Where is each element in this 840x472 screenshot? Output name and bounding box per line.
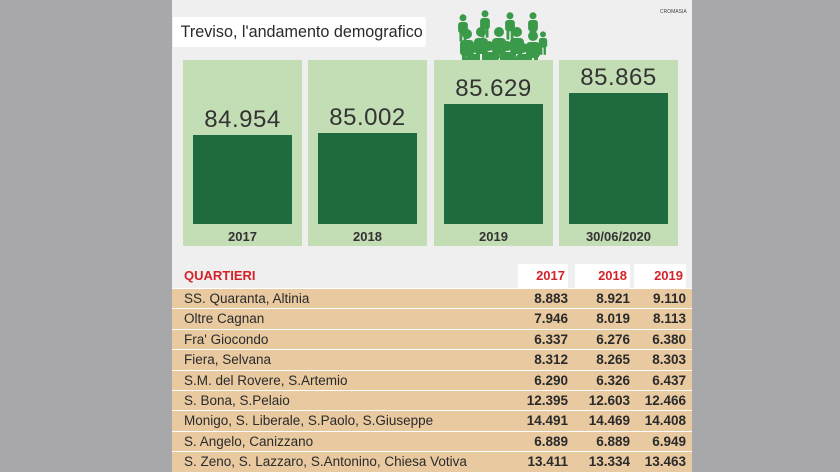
population-value: 13.463 [644,454,686,470]
district-name: Oltre Cagnan [184,311,265,327]
population-value: 9.110 [652,291,686,306]
population-value: 8.303 [652,352,686,368]
district-name: Monigo, S. Liberale, S.Paolo, S.Giuseppe [184,413,434,429]
bar [193,135,292,224]
district-name: S. Angelo, Canizzano [184,433,314,449]
population-value: 14.469 [588,413,630,429]
header-year: 2017 [518,264,568,288]
table-row: S. Bona, S.Pelaio 12.395 12.603 12.466 [172,389,692,411]
bar-category-label: 2018 [353,229,382,244]
population-value: 8.883 [534,291,568,306]
population-value: 8.921 [596,291,630,306]
district-name: S. Bona, S.Pelaio [184,392,290,408]
population-value: 13.411 [527,454,568,470]
population-value: 12.466 [644,392,686,408]
header-quartieri: QUARTIERI [184,268,256,283]
population-value: 13.334 [588,454,630,470]
district-name: Fra' Giocondo [184,331,269,347]
population-value: 8.265 [596,352,630,368]
bar-category-label: 2017 [228,229,257,244]
district-name: SS. Quaranta, Altinia [184,291,310,306]
bar [569,93,668,224]
districts-table: QUARTIERI 2017 2018 2019 SS. Quaranta, A… [172,262,692,472]
population-value: 8.113 [652,311,686,327]
population-value: 8.312 [534,352,568,368]
district-name: S. Zeno, S. Lazzaro, S.Antonino, Chiesa … [184,454,467,470]
population-value: 6.337 [534,331,568,347]
bar-category-label: 30/06/2020 [585,229,652,244]
population-value: 8.019 [596,311,630,327]
population-value: 6.949 [652,433,686,449]
population-value: 14.491 [526,413,568,429]
table-row: Monigo, S. Liberale, S.Paolo, S.Giuseppe… [172,410,692,431]
table-row: Fiera, Selvana 8.312 8.265 8.303 [172,349,692,370]
bar-category-label: 2019 [479,229,508,244]
district-name: Fiera, Selvana [184,352,272,368]
table-row: SS. Quaranta, Altinia 8.883 8.921 9.110 [172,288,692,309]
chart-title: Treviso, l'andamento demografico [173,17,426,47]
bar-value-label: 85.002 [329,103,406,131]
population-value: 6.290 [534,372,568,388]
bar [318,132,417,224]
header-year: 2018 [575,264,630,288]
bar-column: 85.002 2018 [308,60,427,246]
population-value: 6.889 [534,433,568,449]
population-value: 6.326 [596,372,630,388]
table-row: S. Angelo, Canizzano 6.889 6.889 6.949 [172,430,692,452]
table-row: Fra' Giocondo 6.337 6.276 6.380 [172,328,692,350]
table-row: Oltre Cagnan 7.946 8.019 8.113 [172,308,692,329]
bar-column: 85.629 2019 [434,60,553,246]
population-value: 6.889 [596,433,630,449]
bar-value-label: 84.954 [204,106,281,133]
table-header: QUARTIERI 2017 2018 2019 [172,262,692,288]
bar-value-label: 85.629 [455,74,532,102]
population-value: 12.603 [588,392,630,408]
population-value: 6.437 [652,372,686,388]
table-row: S. Zeno, S. Lazzaro, S.Antonino, Chiesa … [172,451,692,472]
population-value: 6.380 [652,331,686,347]
population-value: 6.276 [596,331,630,347]
header-year: 2019 [634,264,686,288]
bar [444,103,543,224]
bar-value-label: 85.865 [580,64,657,92]
population-value: 12.395 [526,392,568,408]
credit: CROMASIA [660,9,687,15]
population-value: 7.946 [534,311,568,327]
bar-column: 85.865 30/06/2020 [559,60,678,246]
table-row: S.M. del Rovere, S.Artemio 6.290 6.326 6.43… [172,369,692,390]
population-value: 14.408 [644,413,686,429]
bar-column: 84.954 2017 [183,60,302,246]
district-name: S.M. del Rovere, S.Artemio [184,372,348,388]
